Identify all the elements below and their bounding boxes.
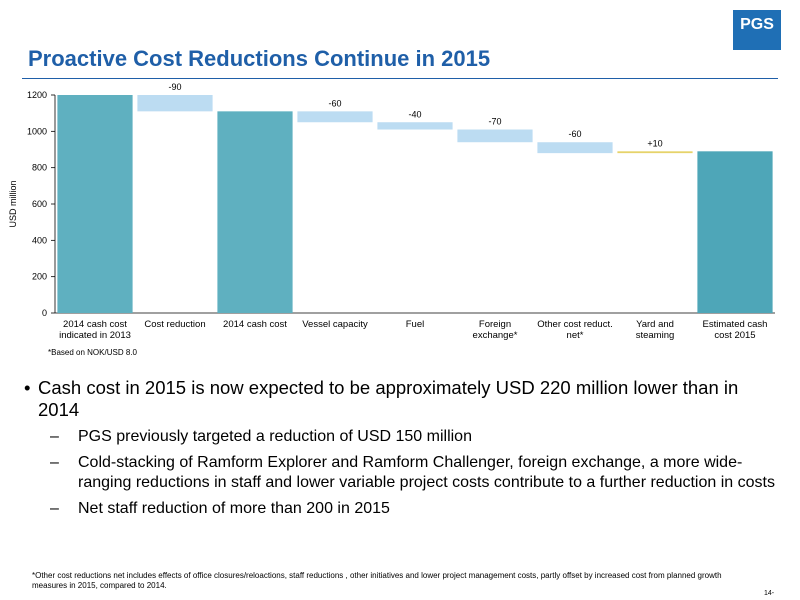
slide-title: Proactive Cost Reductions Continue in 20…: [28, 46, 491, 71]
x-tick-label: Estimated cash cost 2015: [702, 319, 768, 341]
value-label: -90: [168, 82, 181, 92]
x-tick-label: Other cost reduct. net*: [537, 319, 613, 341]
x-tick-label: Cost reduction: [144, 319, 206, 330]
bar: [537, 142, 613, 154]
bar: [457, 129, 533, 143]
y-tick-label: 400: [32, 235, 47, 245]
sub-bullet: Net staff reduction of more than 200 in …: [38, 499, 784, 519]
bar: [57, 95, 133, 313]
logo: PGS: [733, 10, 781, 50]
page-number: 14-: [764, 590, 775, 597]
y-tick-label: 200: [32, 272, 47, 282]
y-tick-label: 1000: [27, 126, 47, 136]
x-tick-label: Yard and steaming: [635, 319, 675, 341]
value-label: -60: [568, 129, 581, 139]
bar: [617, 151, 693, 154]
bullet-list: Cash cost in 2015 is now expected to be …: [24, 377, 784, 525]
bar: [697, 151, 773, 313]
bullet: Cash cost in 2015 is now expected to be …: [24, 377, 784, 519]
sub-bullet: PGS previously targeted a reduction of U…: [38, 427, 784, 447]
value-label: +10: [647, 138, 662, 148]
bar: [377, 122, 453, 130]
y-tick-label: 800: [32, 163, 47, 173]
value-label: -60: [328, 98, 341, 108]
chart-note: *Based on NOK/USD 8.0: [48, 348, 137, 357]
bar: [137, 95, 213, 112]
value-label: -70: [488, 117, 501, 127]
x-tick-label: Vessel capacity: [302, 319, 368, 330]
x-tick-label: 2014 cash cost: [223, 319, 287, 330]
y-tick-label: 600: [32, 199, 47, 209]
sub-bullet: Cold-stacking of Ramform Explorer and Ra…: [38, 453, 784, 493]
bar: [217, 111, 293, 313]
x-tick-label: Foreign exchange*: [472, 319, 518, 341]
sub-bullet-list: PGS previously targeted a reduction of U…: [38, 427, 784, 519]
bar: [297, 111, 373, 123]
chart: 0 200 400 600 800 1000 1200 USD million -90 -60 -4…: [8, 82, 775, 318]
y-tick-label: 1200: [27, 90, 47, 100]
x-tick-label: 2014 cash cost indicated in 2013: [59, 319, 131, 341]
y-tick-label: 0: [42, 308, 47, 318]
bullet-text: Cash cost in 2015 is now expected to be …: [38, 377, 739, 420]
x-tick-label: Fuel: [405, 319, 425, 330]
y-axis-label: USD million: [8, 180, 18, 227]
footnote: *Other cost reductions net includes effe…: [32, 571, 722, 590]
title-rule: [22, 78, 778, 79]
value-label: -40: [408, 109, 421, 119]
